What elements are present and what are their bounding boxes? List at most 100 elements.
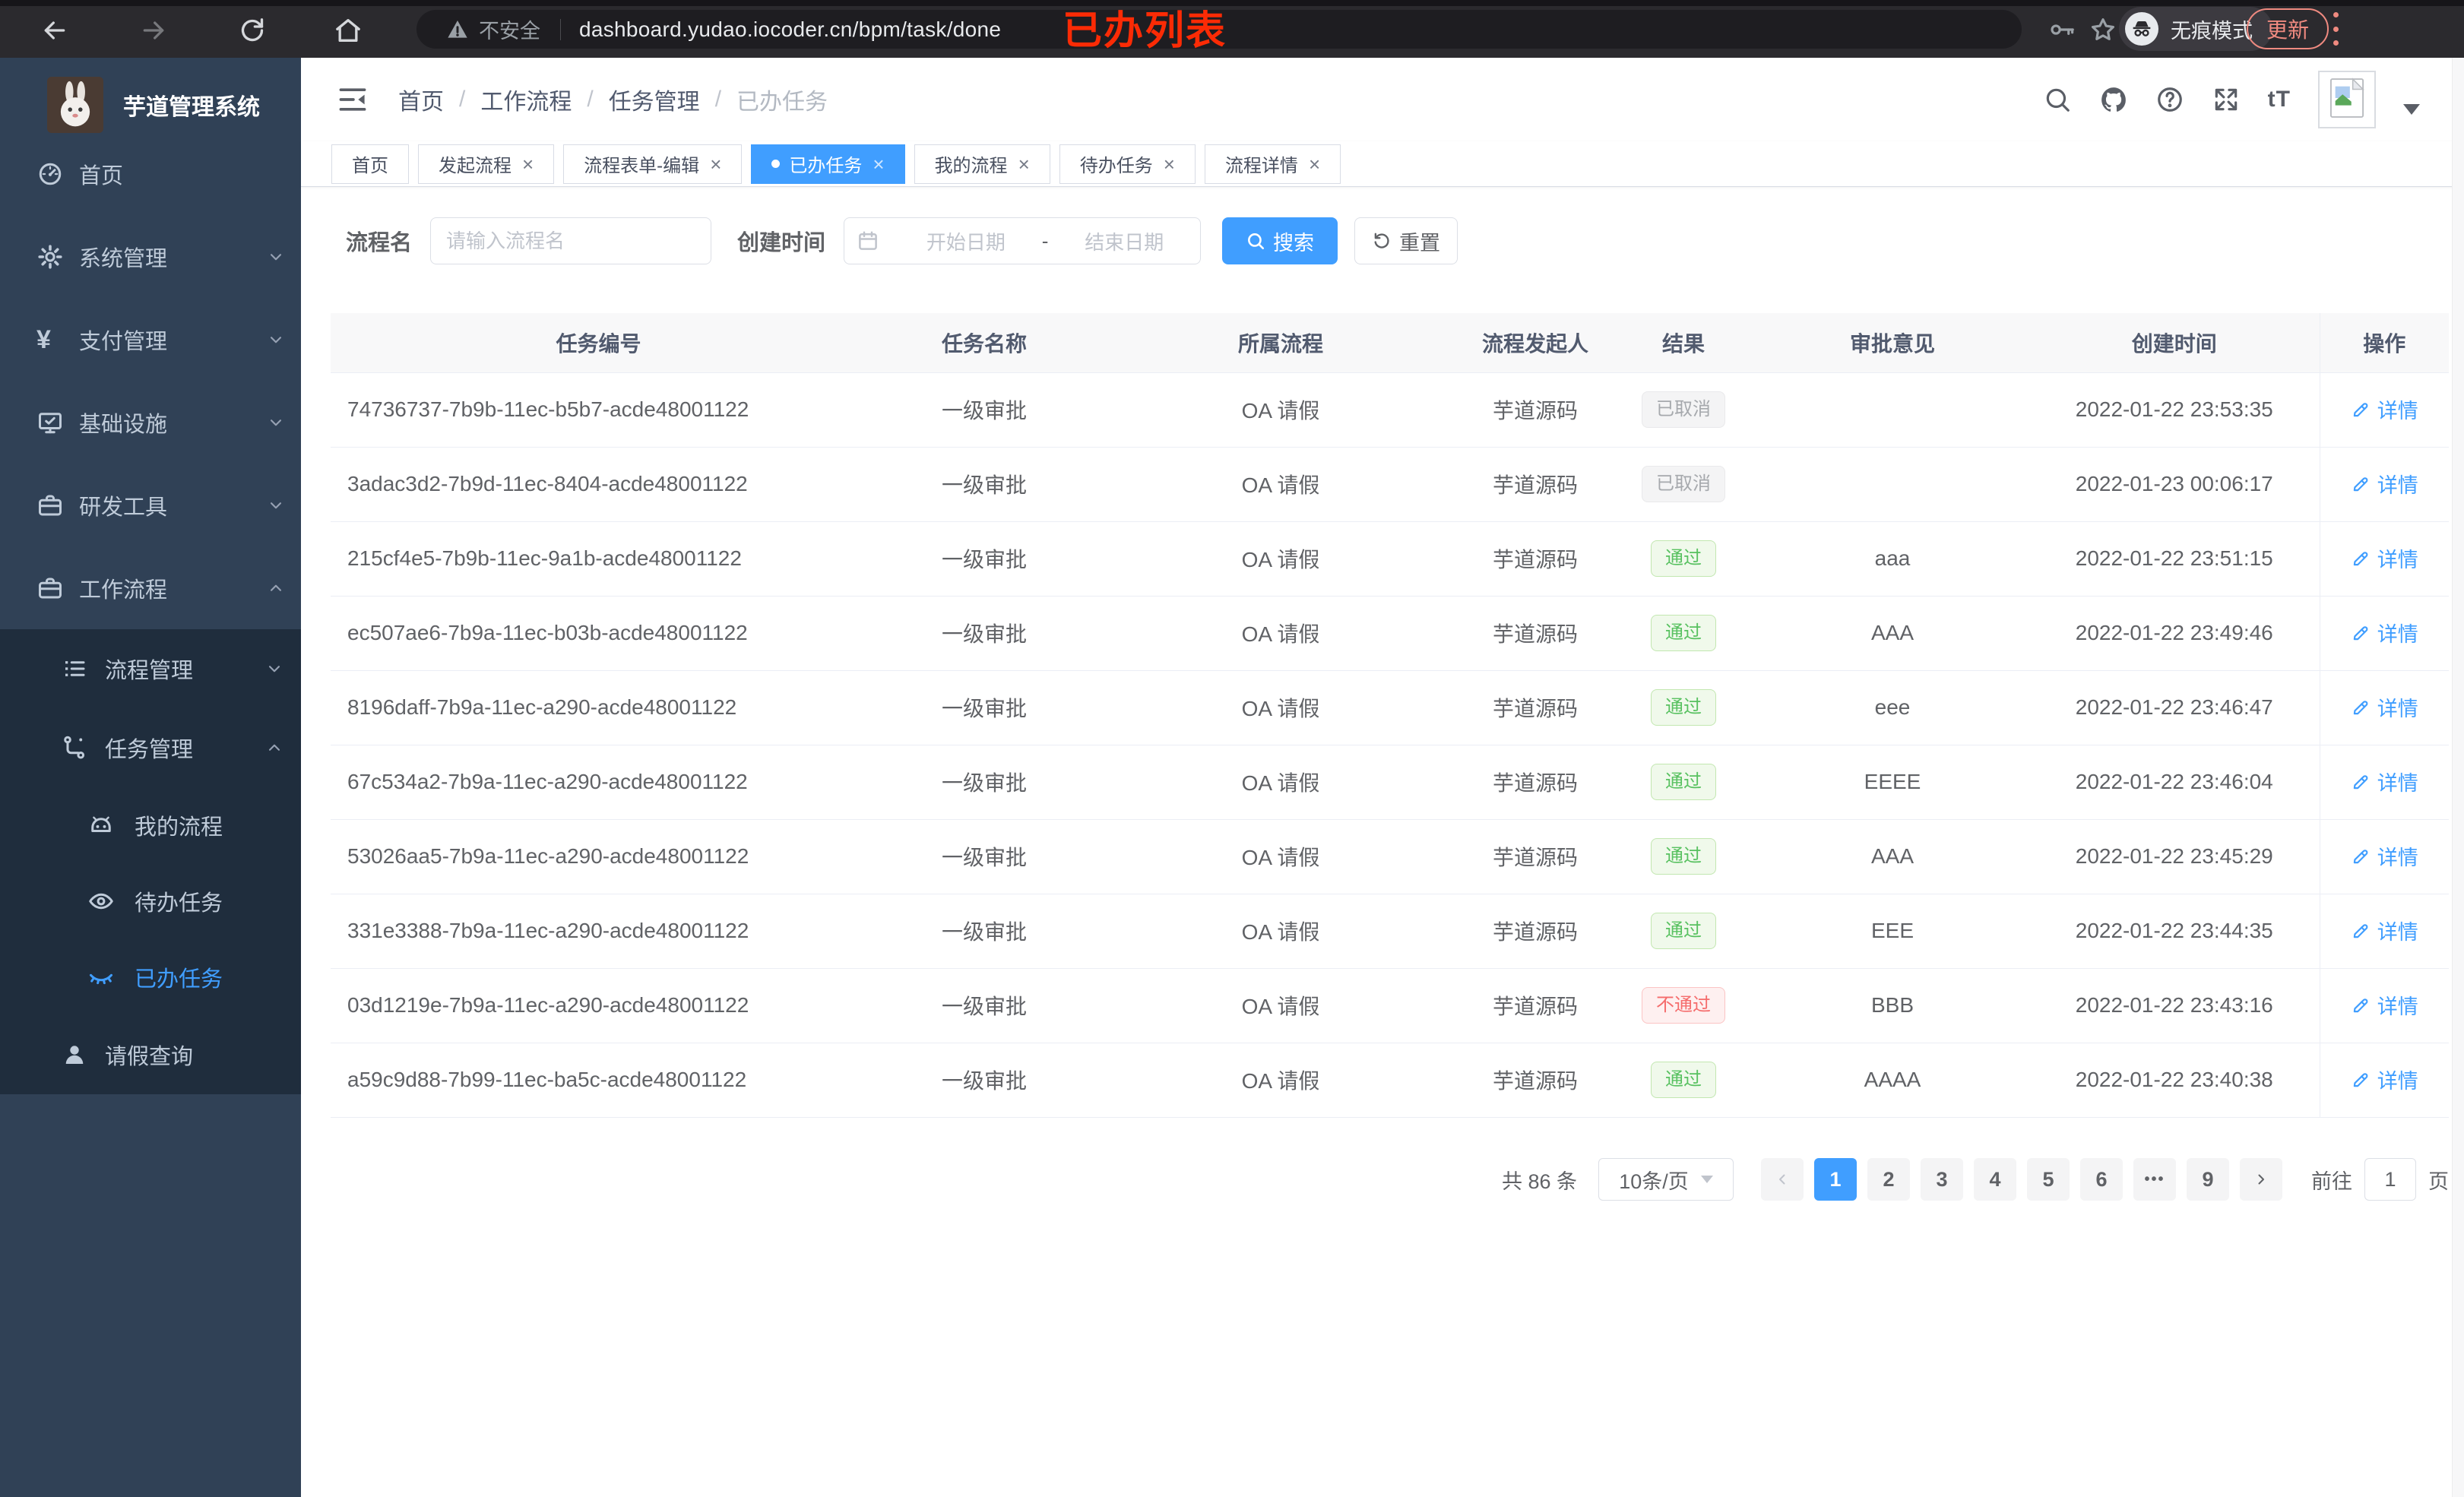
detail-link-label: 详情 bbox=[2377, 549, 2418, 572]
detail-link[interactable]: 详情 bbox=[2351, 916, 2418, 945]
home-icon[interactable] bbox=[333, 15, 363, 46]
tab-1[interactable]: 发起流程 × bbox=[418, 144, 555, 184]
breadcrumb-item-task-mgmt[interactable]: 任务管理 bbox=[608, 90, 700, 115]
result-badge: 已取消 bbox=[1642, 465, 1725, 503]
detail-link[interactable]: 详情 bbox=[2351, 841, 2418, 871]
process-name-label: 流程名 bbox=[346, 231, 413, 255]
detail-link[interactable]: 详情 bbox=[2351, 394, 2418, 424]
page-button-1[interactable]: 1 bbox=[1814, 1158, 1857, 1201]
github-icon[interactable] bbox=[2099, 85, 2128, 114]
chevron-up-icon bbox=[266, 578, 286, 598]
reload-icon[interactable] bbox=[237, 15, 268, 46]
address-bar[interactable]: 不安全 dashboard.yudao.iocoder.cn/bpm/task/… bbox=[416, 10, 2022, 49]
detail-link[interactable]: 详情 bbox=[2351, 767, 2418, 796]
close-icon[interactable]: × bbox=[1163, 152, 1175, 176]
detail-link[interactable]: 详情 bbox=[2351, 990, 2418, 1020]
result-cell: 通过 bbox=[1611, 894, 1756, 969]
close-icon[interactable]: × bbox=[873, 152, 885, 176]
chevron-down-icon bbox=[266, 495, 286, 515]
task-name-cell: 一级审批 bbox=[866, 372, 1102, 448]
sidebar-item-6[interactable]: 流程管理 bbox=[0, 629, 301, 708]
detail-link[interactable]: 详情 bbox=[2351, 543, 2418, 573]
comment-cell: AAA bbox=[1756, 819, 2029, 894]
update-button[interactable]: 更新 bbox=[2247, 8, 2329, 49]
result-badge: 通过 bbox=[1651, 688, 1716, 726]
sidebar-item-9[interactable]: 待办任务 bbox=[0, 863, 301, 939]
logo-row[interactable]: 芋道管理系统 bbox=[0, 58, 301, 137]
page-scrollbar[interactable] bbox=[2452, 58, 2464, 1497]
time-cell: 2022-01-23 00:06:17 bbox=[2029, 447, 2320, 522]
close-icon[interactable]: × bbox=[1018, 152, 1030, 176]
sidebar-item-11[interactable]: 请假查询 bbox=[0, 1015, 301, 1094]
task-id-cell: 215cf4e5-7b9b-11ec-9a1b-acde48001122 bbox=[331, 521, 866, 597]
bookmark-star-icon[interactable] bbox=[2089, 15, 2117, 44]
sidebar-item-2[interactable]: ¥ 支付管理 bbox=[0, 298, 301, 381]
next-page-button[interactable] bbox=[2240, 1158, 2282, 1201]
result-cell: 通过 bbox=[1611, 745, 1756, 820]
sidebar-item-8[interactable]: 我的流程 bbox=[0, 787, 301, 863]
detail-link[interactable]: 详情 bbox=[2351, 1065, 2418, 1094]
sidebar-item-3[interactable]: 基础设施 bbox=[0, 381, 301, 464]
action-cell: 详情 bbox=[2319, 819, 2449, 894]
detail-link[interactable]: 详情 bbox=[2351, 469, 2418, 498]
breadcrumb-item-home[interactable]: 首页 bbox=[398, 90, 444, 115]
back-icon[interactable] bbox=[40, 15, 70, 46]
forward-icon[interactable] bbox=[138, 15, 169, 46]
tab-4[interactable]: 我的流程 × bbox=[914, 144, 1050, 184]
page-button-2[interactable]: 2 bbox=[1867, 1158, 1910, 1201]
task-name-cell: 一级审批 bbox=[866, 894, 1102, 969]
key-icon[interactable] bbox=[2048, 15, 2076, 44]
sidebar-item-1[interactable]: 系统管理 bbox=[0, 215, 301, 298]
tab-2[interactable]: 流程表单-编辑 × bbox=[563, 144, 743, 184]
font-size-icon[interactable]: tT bbox=[2267, 87, 2291, 112]
process-name-input[interactable] bbox=[430, 217, 712, 264]
sidebar-item-5[interactable]: 工作流程 bbox=[0, 546, 301, 629]
fullscreen-icon[interactable] bbox=[2212, 85, 2241, 114]
page-size-select[interactable]: 10条/页 bbox=[1598, 1158, 1734, 1201]
chevron-up-icon bbox=[264, 738, 284, 758]
column-header: 操作 bbox=[2319, 313, 2449, 373]
close-icon[interactable]: × bbox=[710, 152, 722, 176]
sidebar-item-4[interactable]: 研发工具 bbox=[0, 464, 301, 546]
close-icon[interactable]: × bbox=[522, 152, 534, 176]
yen-icon: ¥ bbox=[36, 324, 51, 354]
calendar-icon bbox=[857, 229, 879, 252]
result-cell: 通过 bbox=[1611, 670, 1756, 745]
page-button-6[interactable]: 6 bbox=[2080, 1158, 2123, 1201]
goto-page-input[interactable] bbox=[2364, 1158, 2416, 1201]
search-button[interactable]: 搜索 bbox=[1222, 217, 1338, 264]
sidebar-item-10[interactable]: 已办任务 bbox=[0, 939, 301, 1015]
detail-link-label: 详情 bbox=[2377, 995, 2418, 1019]
sidebar-item-0[interactable]: 首页 bbox=[0, 132, 301, 215]
tab-0[interactable]: 首页 bbox=[331, 144, 409, 184]
process-cell: OA 请假 bbox=[1102, 447, 1459, 522]
reset-button[interactable]: 重置 bbox=[1354, 217, 1458, 264]
sidebar-item-7[interactable]: 任务管理 bbox=[0, 708, 301, 787]
date-range-picker[interactable]: 开始日期 - 结束日期 bbox=[844, 217, 1202, 264]
menu-fold-icon[interactable] bbox=[336, 83, 369, 116]
comment-cell: aaa bbox=[1756, 521, 2029, 597]
browser-menu-icon[interactable] bbox=[2330, 12, 2341, 46]
breadcrumb-item-workflow[interactable]: 工作流程 bbox=[480, 90, 572, 115]
page-ellipsis[interactable]: ••• bbox=[2133, 1158, 2176, 1201]
detail-link[interactable]: 详情 bbox=[2351, 618, 2418, 647]
avatar-caret-down-icon[interactable] bbox=[2403, 104, 2420, 115]
page-button-5[interactable]: 5 bbox=[2027, 1158, 2070, 1201]
create-time-label: 创建时间 bbox=[737, 231, 826, 255]
page-button-4[interactable]: 4 bbox=[1974, 1158, 2016, 1201]
prev-page-button[interactable] bbox=[1761, 1158, 1804, 1201]
search-icon[interactable] bbox=[2043, 85, 2072, 114]
page-button-9[interactable]: 9 bbox=[2187, 1158, 2229, 1201]
tab-6[interactable]: 流程详情 × bbox=[1204, 144, 1341, 184]
table-row: 74736737-7b9b-11ec-b5b7-acde48001122 一级审批… bbox=[331, 372, 2449, 448]
avatar[interactable] bbox=[2318, 71, 2376, 128]
detail-link[interactable]: 详情 bbox=[2351, 692, 2418, 722]
close-icon[interactable]: × bbox=[1308, 152, 1321, 176]
task-id-cell: 8196daff-7b9a-11ec-a290-acde48001122 bbox=[331, 670, 866, 745]
page-button-3[interactable]: 3 bbox=[1921, 1158, 1963, 1201]
tab-3[interactable]: 已办任务 × bbox=[751, 144, 905, 184]
tab-5[interactable]: 待办任务 × bbox=[1059, 144, 1196, 184]
help-icon[interactable] bbox=[2155, 85, 2184, 114]
table-row: 8196daff-7b9a-11ec-a290-acde48001122 一级审批… bbox=[331, 670, 2449, 745]
